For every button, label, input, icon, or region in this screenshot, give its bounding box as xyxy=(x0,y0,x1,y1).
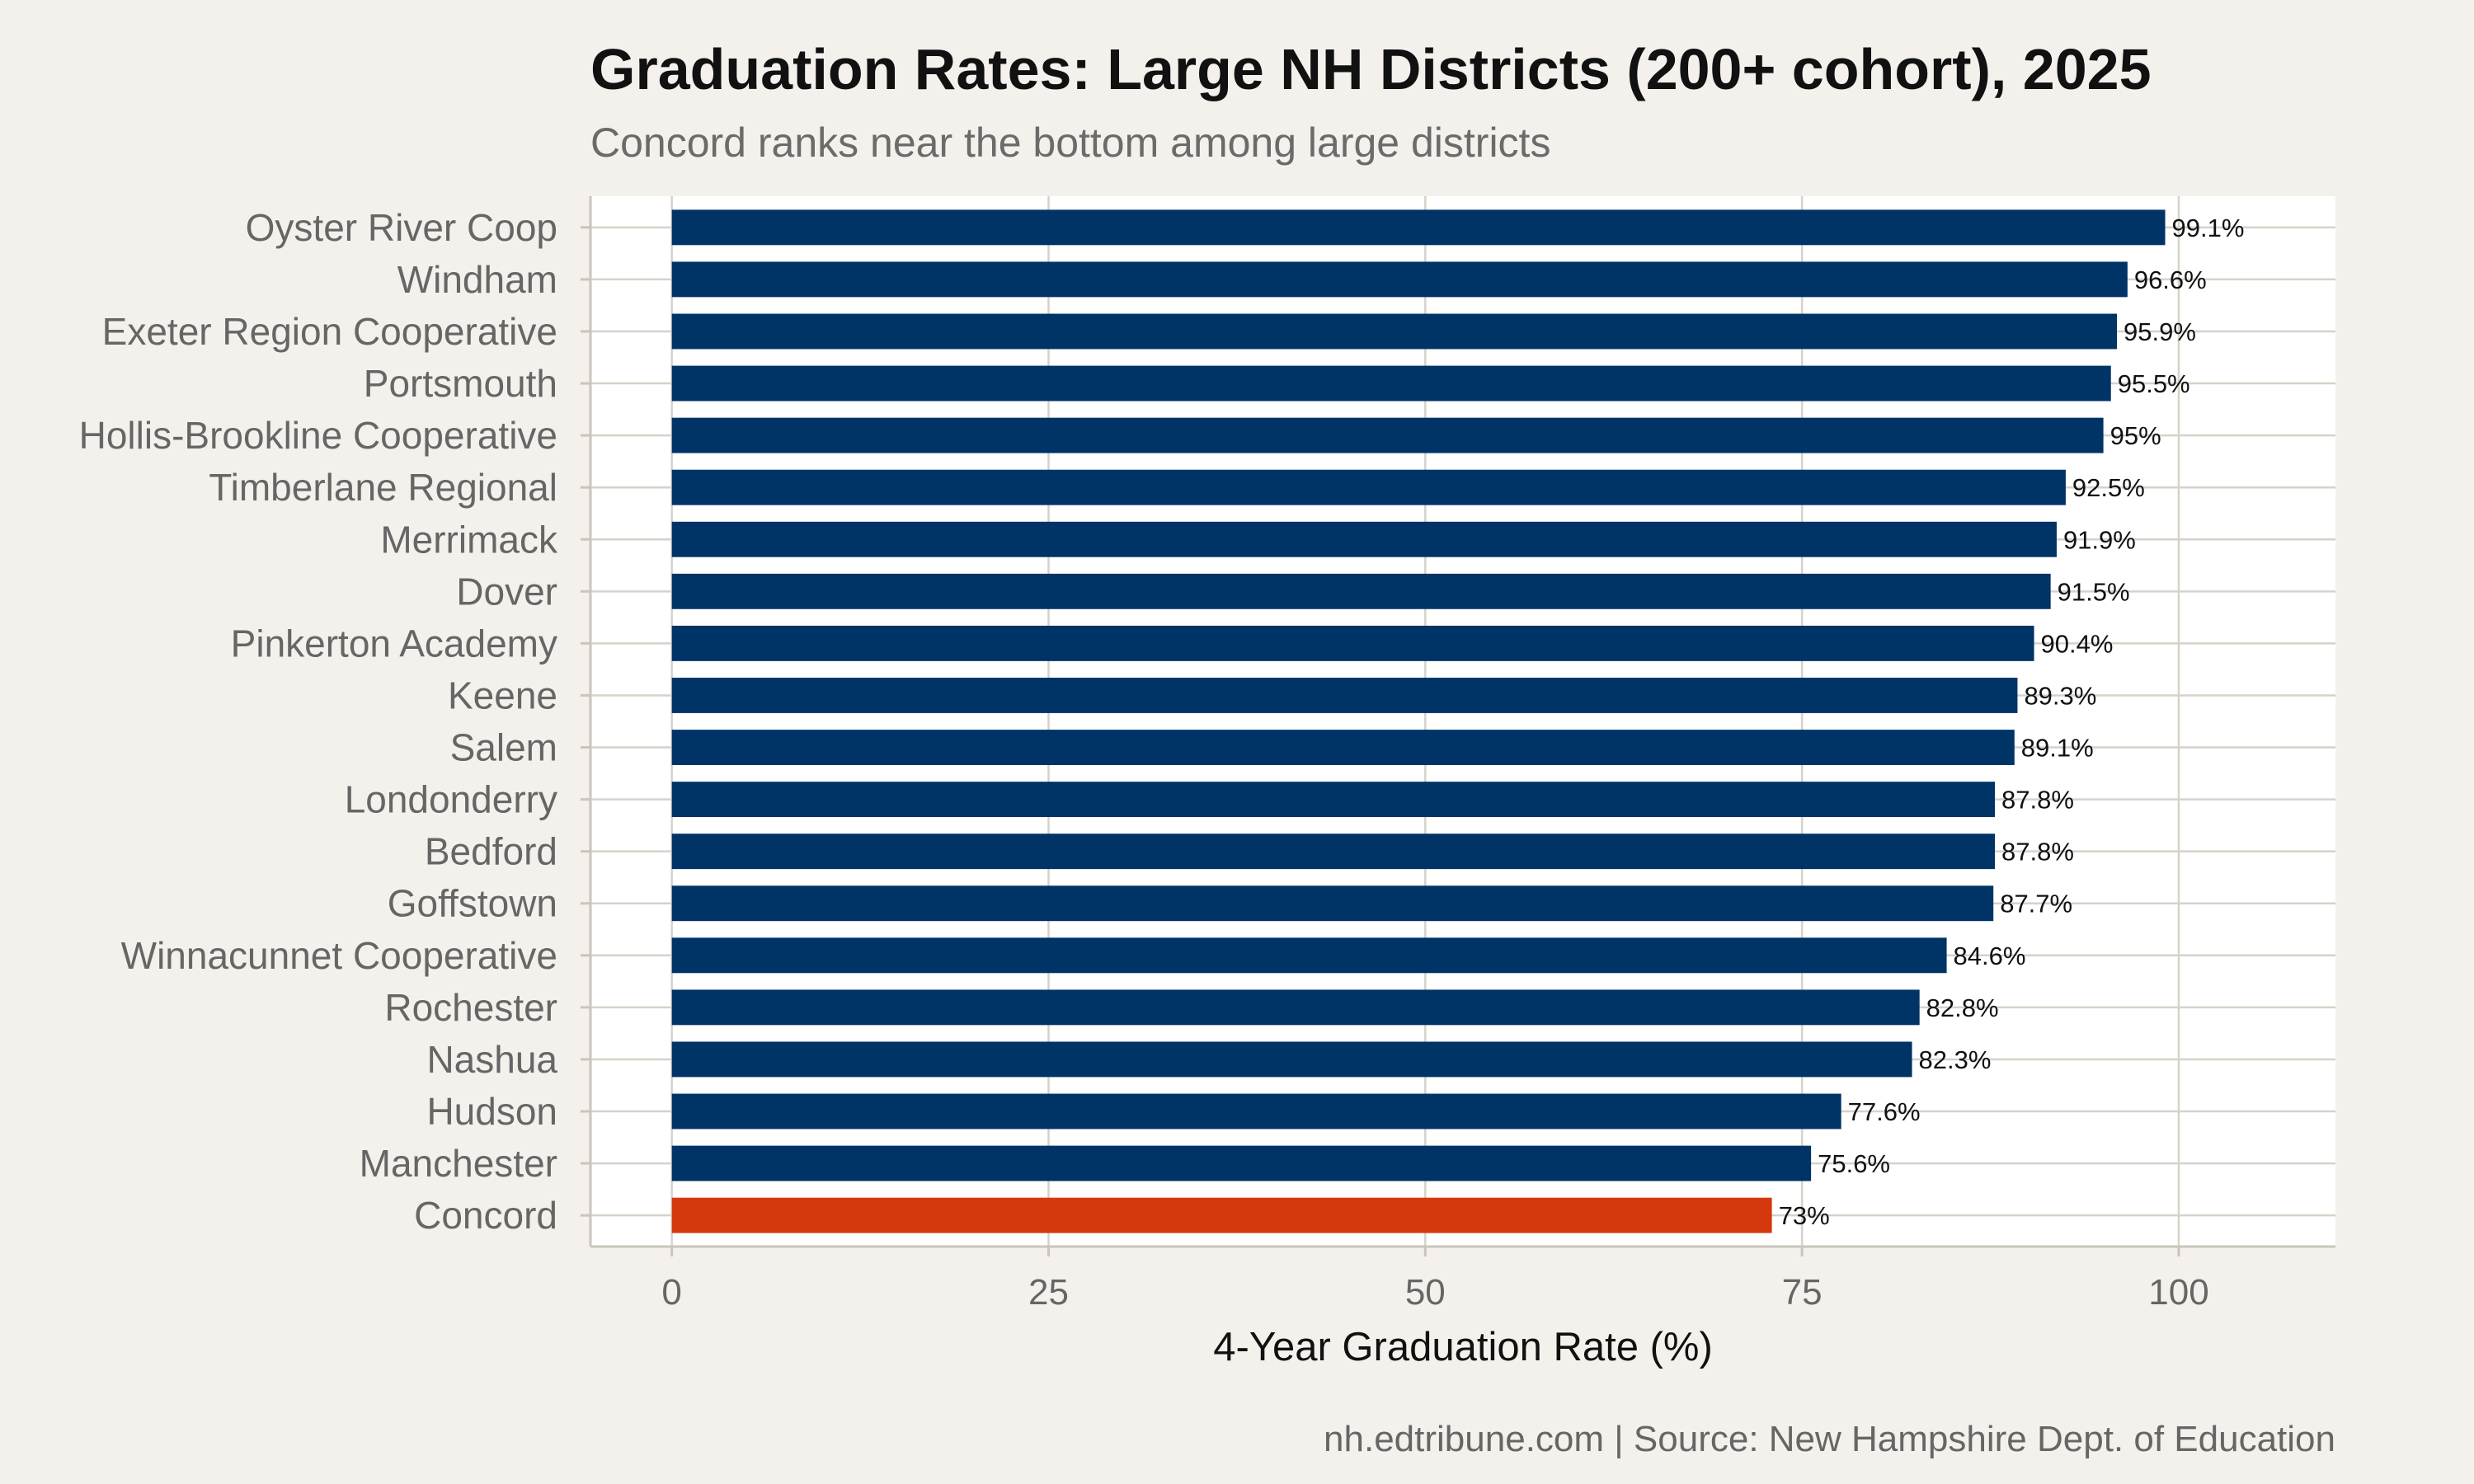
bar-layer xyxy=(671,209,2166,1233)
label-layer: 99.1% 96.6% 95.9% 95.5% 95% 92.5% 91.9% 91.5% 90… xyxy=(1779,214,2245,1230)
bar xyxy=(671,417,2104,453)
value-label: 95.9% xyxy=(2124,317,2196,346)
plot-panel xyxy=(590,196,2335,1247)
value-label: 89.3% xyxy=(2024,681,2096,710)
bar xyxy=(671,261,2128,298)
bar xyxy=(671,937,1947,974)
bar xyxy=(671,885,1994,922)
value-label: 96.6% xyxy=(2134,265,2207,294)
value-label: 90.4% xyxy=(2041,629,2114,658)
value-label: 87.7% xyxy=(2000,890,2072,918)
bar xyxy=(671,989,1920,1026)
y-tick-label: Keene xyxy=(448,674,557,716)
y-tick-label: Hudson xyxy=(426,1090,557,1133)
value-label: 95.5% xyxy=(2118,369,2190,398)
value-label: 77.6% xyxy=(1848,1097,1921,1126)
x-tick-label: 0 xyxy=(661,1272,681,1313)
y-tick-label: Goffstown xyxy=(388,882,557,925)
value-label: 91.5% xyxy=(2058,577,2130,606)
axis-layer: 0 25 50 75 100 Oyster River Coop Windham Exeter… xyxy=(79,196,2335,1313)
y-tick-label: Exeter Region Cooperative xyxy=(102,310,557,353)
value-label: 89.1% xyxy=(2021,734,2094,763)
bar xyxy=(671,365,2111,402)
chart-subtitle: Concord ranks near the bottom among larg… xyxy=(590,120,1550,166)
value-label: 84.6% xyxy=(1954,942,2026,970)
x-tick-label: 50 xyxy=(1405,1272,1446,1313)
bar xyxy=(671,209,2166,246)
bar xyxy=(671,834,1996,870)
y-tick-label: Bedford xyxy=(425,830,557,873)
value-label: 82.8% xyxy=(1926,993,1999,1022)
chart-caption: nh.edtribune.com | Source: New Hampshire… xyxy=(1324,1419,2335,1459)
y-tick-label: Manchester xyxy=(360,1142,557,1185)
value-label: 87.8% xyxy=(2001,786,2074,815)
bar xyxy=(671,730,2015,765)
y-tick-label: Nashua xyxy=(426,1038,557,1081)
bar xyxy=(671,782,1996,818)
value-label: 92.5% xyxy=(2072,473,2145,502)
highlight-bar xyxy=(671,1197,1772,1233)
y-tick-label: Portsmouth xyxy=(364,362,557,405)
y-tick-label: Concord xyxy=(414,1194,557,1237)
y-tick-label: Pinkerton Academy xyxy=(231,622,557,665)
bar xyxy=(671,678,2018,713)
x-tick-label: 75 xyxy=(1782,1272,1823,1313)
value-label: 73% xyxy=(1779,1201,1830,1230)
value-label: 82.3% xyxy=(1919,1045,1992,1074)
value-label: 75.6% xyxy=(1818,1149,1890,1178)
bar xyxy=(671,1041,1912,1078)
x-tick-label: 100 xyxy=(2148,1272,2208,1313)
y-tick-label: Oyster River Coop xyxy=(246,206,557,249)
value-label: 95% xyxy=(2110,421,2161,450)
x-axis-title: 4-Year Graduation Rate (%) xyxy=(1213,1325,1713,1369)
y-tick-label: Timberlane Regional xyxy=(209,466,557,509)
y-tick-label: Hollis-Brookline Cooperative xyxy=(79,414,557,457)
y-tick-label: Salem xyxy=(450,726,557,769)
y-tick-label: Merrimack xyxy=(380,518,558,561)
value-label: 99.1% xyxy=(2172,214,2245,242)
bar xyxy=(671,1145,1812,1181)
bar xyxy=(671,521,2057,557)
y-tick-label: Rochester xyxy=(384,986,557,1029)
bar xyxy=(671,313,2118,350)
bar xyxy=(671,469,2066,505)
chart-title: Graduation Rates: Large NH Districts (20… xyxy=(590,37,2152,101)
bar xyxy=(671,1093,1841,1129)
y-tick-label: Londonderry xyxy=(345,778,557,821)
y-tick-label: Dover xyxy=(456,570,557,613)
y-tick-label: Winnacunnet Cooperative xyxy=(121,934,557,977)
bar xyxy=(671,573,2051,609)
x-tick-label: 25 xyxy=(1028,1272,1069,1313)
value-label: 91.9% xyxy=(2063,525,2136,554)
value-label: 87.8% xyxy=(2001,838,2074,866)
bar xyxy=(671,625,2034,661)
y-tick-label: Windham xyxy=(397,258,557,301)
